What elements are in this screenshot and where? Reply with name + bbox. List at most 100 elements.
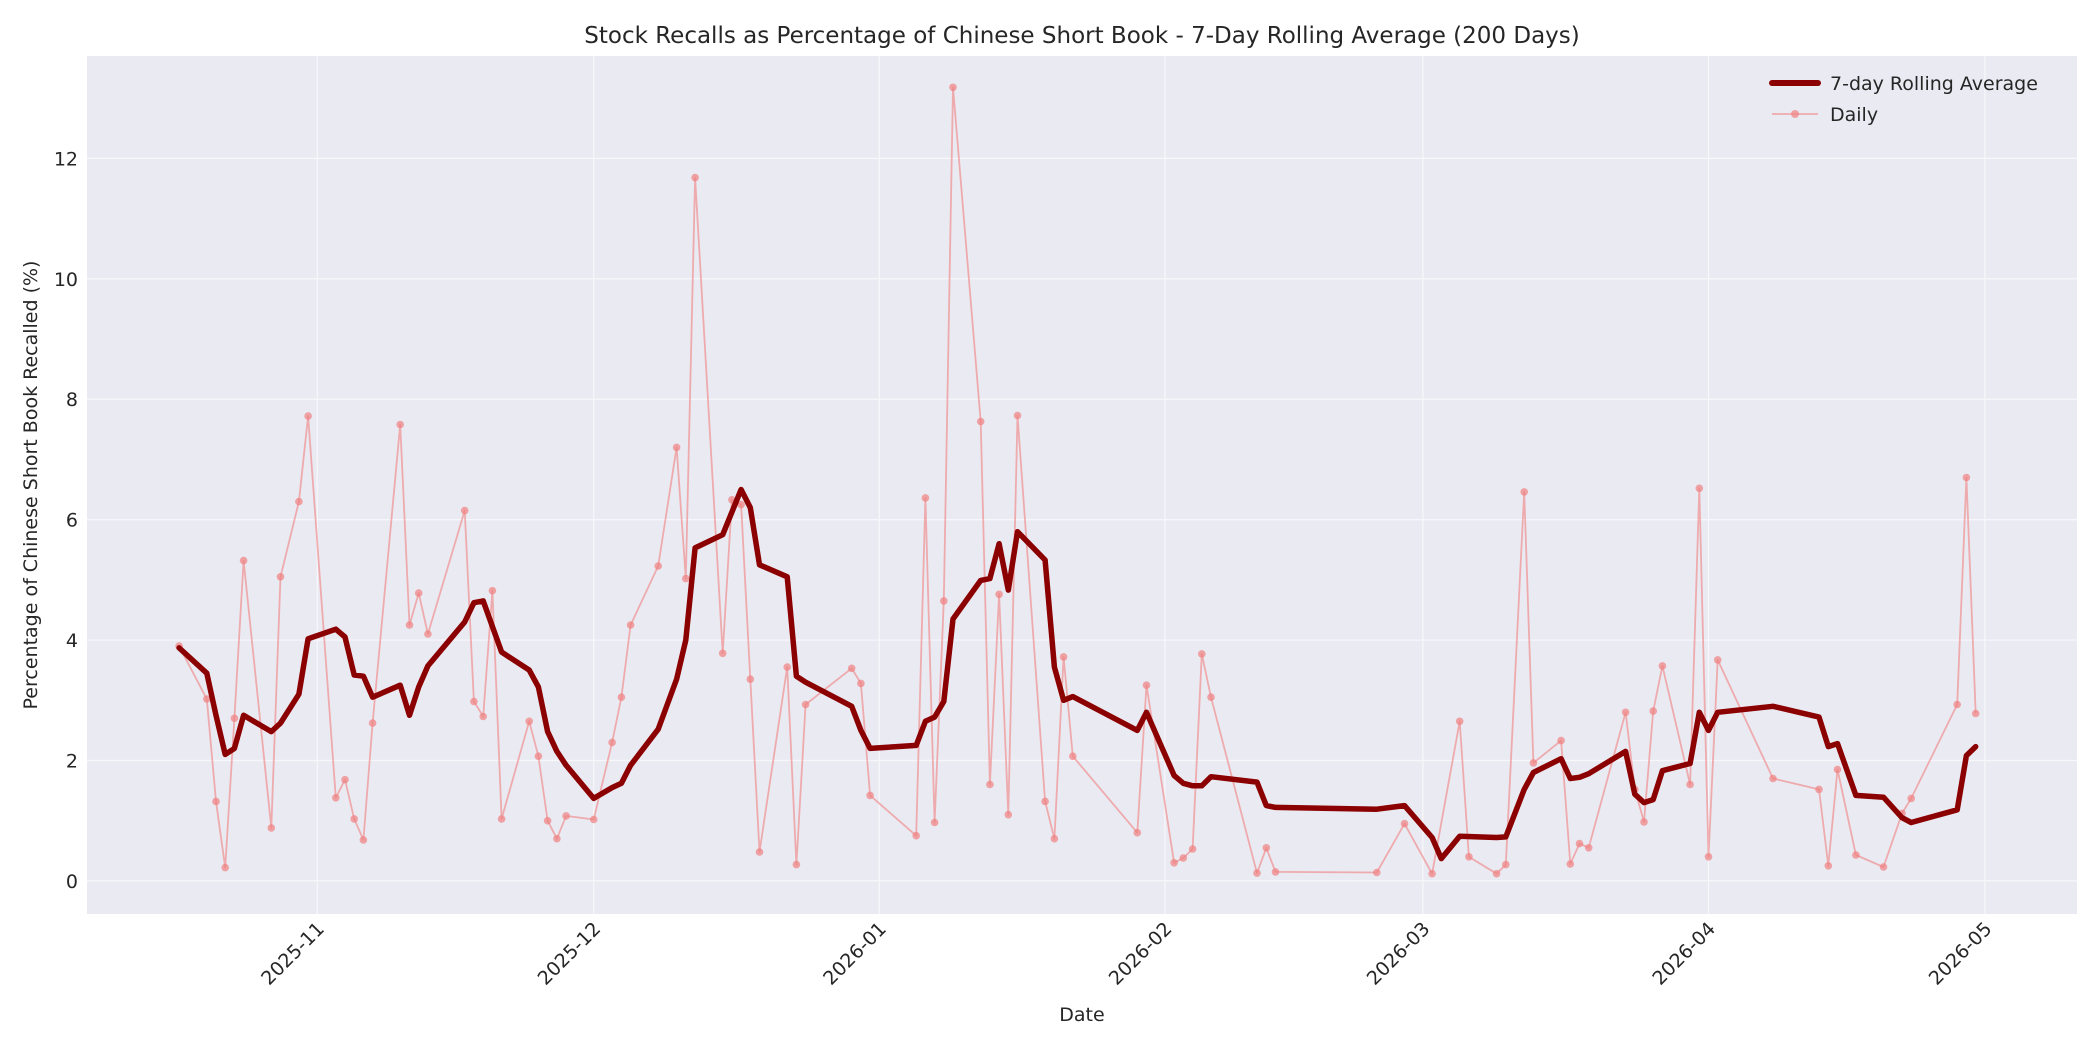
daily-point — [414, 589, 423, 597]
legend-rolling-label: 7-day Rolling Average — [1830, 73, 2038, 95]
daily-point — [1962, 473, 1971, 482]
daily-point — [682, 574, 690, 583]
daily-point — [1833, 765, 1842, 774]
daily-point — [295, 497, 303, 506]
daily-point — [1575, 839, 1584, 848]
daily-point — [553, 834, 561, 843]
legend: 7-day Rolling Average Daily — [1769, 73, 2038, 126]
daily-point — [847, 664, 856, 673]
daily-point — [912, 831, 920, 840]
grid-lines — [87, 56, 2077, 914]
daily-point — [718, 649, 727, 658]
daily-point — [1207, 693, 1215, 701]
daily-point — [1455, 717, 1464, 726]
daily-point — [1566, 860, 1575, 868]
daily-point — [212, 797, 220, 806]
daily-point — [1400, 819, 1409, 828]
daily-point — [1686, 780, 1694, 789]
daily-point — [488, 586, 497, 595]
daily-point — [1621, 708, 1630, 717]
daily-point — [534, 752, 543, 760]
daily-point — [1428, 869, 1436, 878]
daily-point — [304, 412, 312, 420]
chart-title: Stock Recalls as Percentage of Chinese S… — [584, 23, 1580, 49]
daily-point — [1004, 810, 1013, 819]
daily-point — [589, 815, 598, 824]
daily-point — [792, 860, 801, 869]
daily-point — [1050, 834, 1059, 843]
daily-point — [368, 719, 377, 727]
rolling-average-line — [176, 486, 1979, 862]
daily-point — [949, 83, 957, 92]
daily-point — [1013, 411, 1022, 420]
x-tick-label: 2026-03 — [1363, 918, 1435, 990]
y-tick-label: 10 — [54, 269, 78, 291]
daily-point — [525, 717, 533, 726]
plot-area — [87, 56, 2077, 914]
daily-point — [203, 695, 211, 703]
daily-point — [1188, 845, 1197, 853]
x-axis-label: Date — [1059, 1004, 1104, 1026]
daily-point — [562, 812, 570, 820]
daily-point — [801, 700, 810, 709]
daily-point — [359, 836, 368, 844]
daily-point — [543, 816, 552, 825]
x-tick-label: 2026-05 — [1925, 918, 1997, 990]
daily-point — [654, 562, 662, 570]
y-tick-label: 12 — [54, 148, 78, 170]
daily-point — [405, 621, 414, 629]
daily-point — [221, 863, 229, 872]
daily-point — [755, 848, 764, 856]
daily-point — [608, 738, 616, 747]
daily-point — [995, 590, 1003, 599]
legend-daily-marker — [1791, 110, 1799, 118]
daily-point — [1695, 484, 1704, 493]
daily-point — [1520, 488, 1528, 496]
daily-point — [1142, 681, 1151, 689]
daily-point — [1059, 653, 1068, 661]
daily-point — [737, 500, 745, 509]
daily-point — [1879, 863, 1888, 871]
daily-point — [1658, 662, 1667, 670]
daily-point — [930, 818, 939, 827]
y-tick-label: 6 — [66, 510, 78, 532]
daily-point — [921, 494, 930, 502]
daily-point — [1953, 700, 1961, 709]
daily-point — [479, 712, 488, 721]
daily-point — [617, 693, 626, 701]
daily-point — [672, 443, 681, 452]
daily-point — [1170, 859, 1178, 867]
daily-point — [497, 815, 506, 823]
x-tick-label: 2026-04 — [1648, 918, 1720, 990]
daily-point — [1271, 868, 1280, 876]
daily-point — [1557, 736, 1565, 745]
y-tick-label: 0 — [66, 871, 78, 893]
daily-point — [626, 621, 635, 629]
y-axis-ticks: 0 2 4 6 8 10 12 — [54, 148, 78, 893]
daily-point — [396, 420, 405, 429]
daily-series — [175, 83, 1980, 878]
legend-daily-label: Daily — [1830, 104, 1878, 126]
daily-point — [1492, 869, 1501, 878]
daily-point — [1262, 844, 1271, 852]
daily-point — [1133, 828, 1142, 837]
y-axis-label: Percentage of Chinese Short Book Recalle… — [20, 261, 42, 710]
daily-point — [1373, 868, 1381, 877]
daily-point — [276, 573, 285, 581]
x-tick-label: 2025-11 — [257, 918, 329, 990]
daily-point — [460, 506, 469, 515]
y-tick-label: 4 — [66, 630, 78, 652]
x-tick-label: 2026-01 — [819, 918, 891, 990]
x-tick-label: 2026-02 — [1105, 918, 1177, 990]
daily-point — [230, 714, 239, 723]
daily-point — [857, 679, 865, 688]
daily-point — [976, 417, 985, 426]
daily-point — [341, 775, 349, 784]
daily-point — [1584, 844, 1593, 852]
daily-point — [1198, 650, 1206, 658]
daily-point — [1907, 794, 1915, 803]
daily-point — [1649, 707, 1657, 715]
daily-point — [1253, 869, 1261, 877]
daily-point — [940, 597, 948, 605]
